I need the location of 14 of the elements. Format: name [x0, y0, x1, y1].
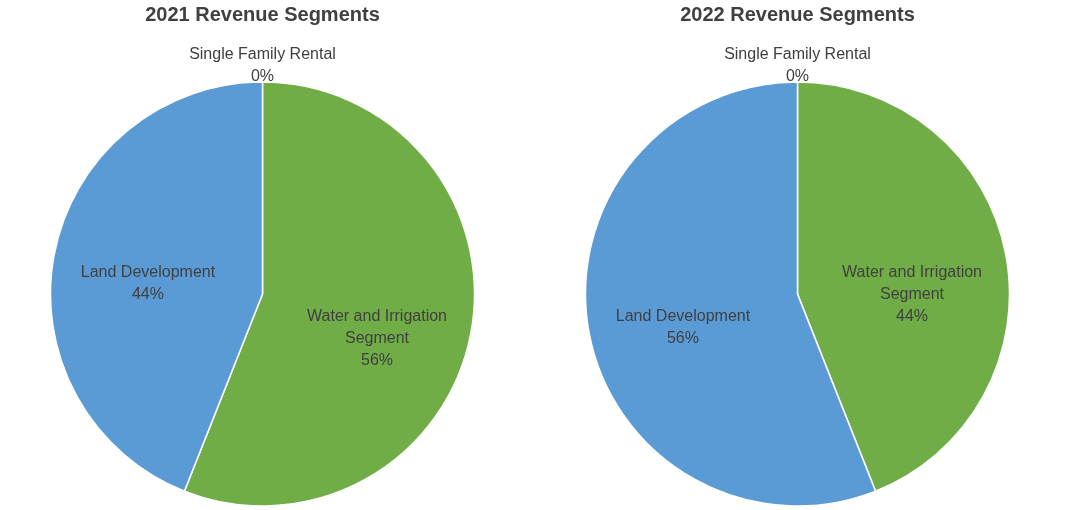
chart-title: 2022 Revenue Segments	[680, 3, 915, 25]
data-label: 56%	[361, 350, 394, 368]
slice-label: Water and Irrigation Segment	[307, 306, 447, 346]
slice-label: Land Development	[80, 263, 216, 281]
chart-title: 2021 Revenue Segments	[145, 3, 380, 25]
data-label: 44%	[896, 307, 929, 325]
data-label: 56%	[666, 328, 699, 346]
text: 0%	[250, 67, 275, 84]
category-label: Single Family Rental	[724, 45, 871, 62]
category-label: Single Family Rental	[189, 45, 336, 62]
slice-label: Land Development	[615, 306, 751, 324]
data-label: 44%	[131, 285, 164, 303]
text: 0%	[785, 67, 810, 84]
slice-label: Water and Irrigation Segment	[842, 263, 982, 303]
